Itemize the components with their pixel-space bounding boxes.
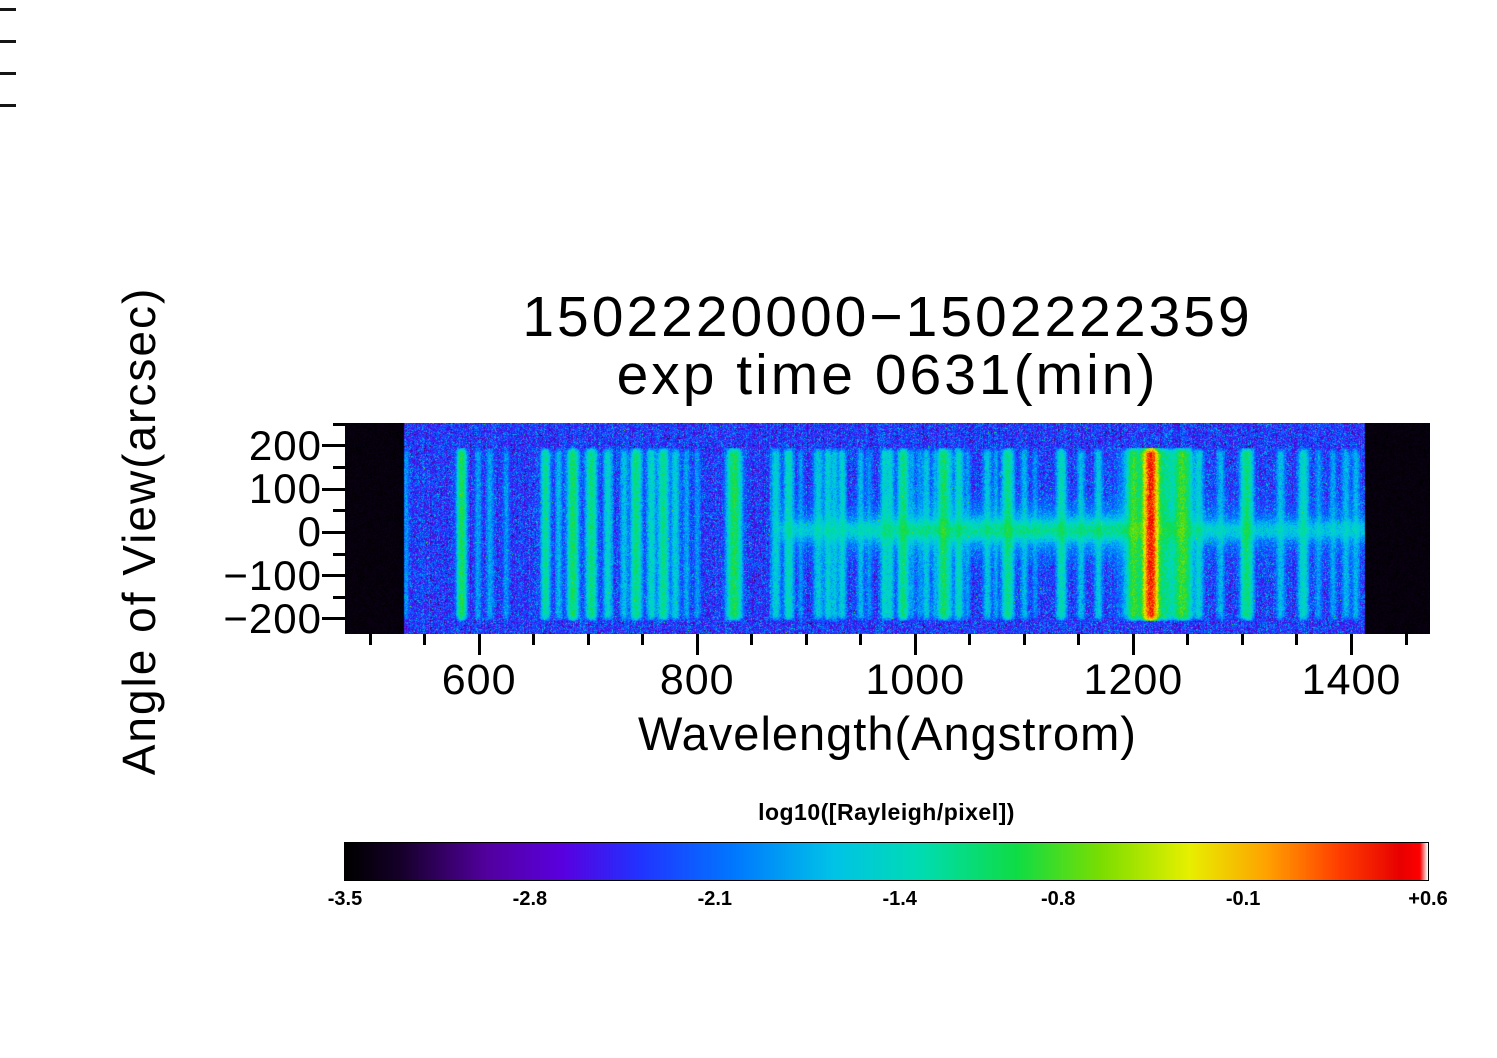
- colorbar-tick-label: -0.8: [1040, 888, 1076, 910]
- x-major-tick: [477, 634, 481, 655]
- colorbar-tick-label: +0.6: [1408, 888, 1448, 910]
- x-axis-title: Wavelength(Angstrom): [638, 707, 1137, 760]
- tick-mark: [0, 8, 16, 11]
- x-minor-tick: [586, 634, 590, 645]
- y-major-tick: [322, 487, 345, 491]
- x-minor-tick: [1295, 634, 1299, 645]
- x-tick-label: 1200: [1083, 656, 1184, 704]
- tick-mark: [0, 104, 16, 107]
- colorbar-tick-label: -1.4: [882, 888, 917, 910]
- y-tick-label: 0: [297, 508, 322, 556]
- x-minor-tick: [1022, 634, 1026, 645]
- x-minor-tick: [368, 634, 372, 645]
- colorbar-tick-label: -0.1: [1225, 888, 1261, 910]
- spectrogram-canvas: [345, 423, 1430, 634]
- tick-mark: [0, 72, 16, 75]
- y-minor-tick: [333, 509, 345, 513]
- x-minor-tick: [1240, 634, 1244, 645]
- x-major-tick: [913, 634, 917, 655]
- y-minor-tick: [333, 466, 345, 470]
- x-minor-tick: [968, 634, 972, 645]
- x-tick-label: 1400: [1301, 656, 1402, 704]
- y-minor-tick: [333, 422, 345, 426]
- plot-title-line2: exp time 0631(min): [616, 343, 1159, 407]
- x-minor-tick: [1404, 634, 1408, 645]
- x-minor-tick: [641, 634, 645, 645]
- x-minor-tick: [750, 634, 754, 645]
- colorbar-title: log10([Rayleigh/pixel]): [758, 799, 1015, 825]
- plot-title-line1: 1502220000−1502222359: [522, 285, 1253, 349]
- y-tick-label: 100: [248, 465, 322, 513]
- x-major-tick: [695, 634, 699, 655]
- x-tick-label: 600: [441, 656, 517, 704]
- x-major-tick: [1131, 634, 1135, 655]
- y-minor-tick: [333, 552, 345, 556]
- x-tick-label: 800: [659, 656, 735, 704]
- y-major-tick: [322, 574, 345, 578]
- colorbar-canvas: [344, 842, 1429, 881]
- y-major-tick: [322, 617, 345, 621]
- x-minor-tick: [1077, 634, 1081, 645]
- x-major-tick: [1349, 634, 1353, 655]
- x-minor-tick: [1186, 634, 1190, 645]
- y-tick-label: −200: [223, 594, 322, 642]
- tick-mark: [0, 40, 16, 43]
- colorbar-tick-label: -3.5: [327, 888, 363, 910]
- y-tick-label: 200: [248, 421, 322, 469]
- x-minor-tick: [423, 634, 427, 645]
- y-major-tick: [322, 530, 345, 534]
- colorbar-tick-label: -2.8: [512, 888, 548, 910]
- x-minor-tick: [859, 634, 863, 645]
- x-minor-tick: [532, 634, 536, 645]
- y-major-tick: [322, 444, 345, 448]
- x-tick-label: 1000: [865, 656, 966, 704]
- y-tick-label: −100: [223, 551, 322, 599]
- y-minor-tick: [333, 595, 345, 599]
- colorbar-tick-label: -2.1: [697, 888, 733, 910]
- x-minor-tick: [804, 634, 808, 645]
